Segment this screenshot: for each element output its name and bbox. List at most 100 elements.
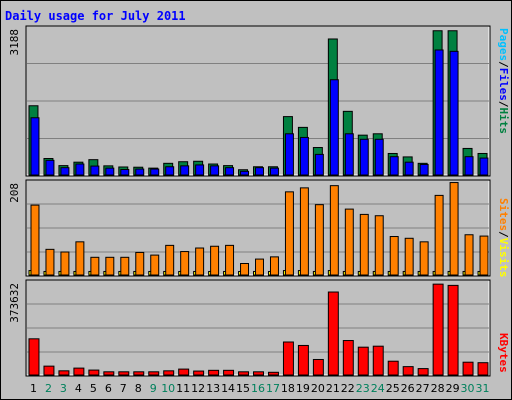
day-label-3: 3: [60, 382, 67, 395]
bar-sites-day-22: [344, 208, 354, 276]
day-label-9: 9: [150, 382, 157, 395]
bar-files-day-16: [255, 167, 264, 176]
bar-sites-day-23: [359, 213, 369, 276]
day-label-6: 6: [105, 382, 112, 395]
bar-kbytes-day-12: [193, 370, 205, 376]
legend-entry: /: [497, 101, 510, 108]
bar-files-day-12: [195, 164, 205, 176]
bar-sites-day-3: [60, 251, 70, 276]
bar-files-day-23: [359, 138, 369, 176]
bar-files-day-28: [434, 49, 444, 176]
bar-sites-day-19: [299, 187, 309, 276]
bar-sites-day-13: [210, 245, 220, 276]
bar-kbytes-day-19: [297, 344, 309, 376]
day-label-22: 22: [341, 382, 355, 395]
day-label-10: 10: [161, 382, 175, 395]
day-label-19: 19: [296, 382, 310, 395]
day-label-1: 1: [30, 382, 37, 395]
bar-files-day-6: [105, 167, 115, 176]
day-label-23: 23: [356, 382, 370, 395]
day-label-28: 28: [431, 382, 445, 395]
day-label-14: 14: [221, 382, 235, 395]
bar-sites-day-25: [389, 236, 399, 276]
bar-files-day-9: [150, 168, 160, 176]
day-label-21: 21: [326, 382, 340, 395]
bar-kbytes-day-18: [282, 341, 294, 376]
bar-kbytes-day-6: [103, 371, 115, 376]
bar-sites-day-15: [240, 263, 250, 276]
bar-files-day-26: [404, 161, 414, 176]
day-label-27: 27: [416, 382, 430, 395]
panel-hits-files-pages: 3188: [8, 25, 491, 177]
bar-files-day-4: [75, 163, 85, 176]
chart-title: Daily usage for July 2011: [5, 9, 186, 23]
bar-kbytes-day-14: [223, 369, 235, 376]
bar-sites-day-5: [90, 256, 100, 276]
bar-kbytes-day-25: [387, 360, 399, 376]
day-label-12: 12: [191, 382, 205, 395]
bar-files-day-20: [314, 153, 324, 176]
bar-files-day-31: [479, 157, 489, 176]
day-label-13: 13: [206, 382, 220, 395]
bar-sites-day-28: [434, 194, 444, 276]
bar-kbytes-day-7: [118, 371, 130, 376]
bar-files-day-27: [419, 163, 429, 176]
bar-sites-day-7: [120, 256, 130, 276]
bar-kbytes-day-11: [178, 368, 190, 376]
day-label-20: 20: [311, 382, 325, 395]
legend-bottom: KBytes: [497, 333, 510, 373]
bar-sites-day-4: [75, 241, 85, 276]
bar-kbytes-day-8: [133, 371, 145, 376]
bar-sites-day-21: [329, 185, 339, 276]
bar-sites-day-29: [449, 182, 459, 276]
bar-files-day-17: [269, 167, 279, 176]
day-label-24: 24: [371, 382, 385, 395]
bar-kbytes-day-31: [477, 362, 489, 376]
bar-sites-day-6: [105, 256, 115, 276]
bar-kbytes-day-26: [402, 366, 414, 376]
bar-kbytes-day-3: [58, 370, 70, 376]
bar-files-day-19: [299, 136, 309, 176]
bar-kbytes-day-23: [357, 346, 369, 376]
day-label-26: 26: [401, 382, 415, 395]
bar-sites-day-14: [225, 244, 235, 276]
bar-files-day-25: [389, 156, 399, 176]
day-label-25: 25: [386, 382, 400, 395]
bar-files-day-14: [225, 167, 235, 176]
bar-sites-day-26: [404, 237, 414, 276]
legend-entry: Visits: [497, 238, 510, 278]
day-label-15: 15: [236, 382, 250, 395]
day-label-7: 7: [120, 382, 127, 395]
day-label-31: 31: [476, 382, 490, 395]
day-label-8: 8: [135, 382, 142, 395]
day-label-29: 29: [446, 382, 460, 395]
bar-sites-day-27: [419, 241, 429, 276]
bar-kbytes-day-1: [28, 338, 40, 376]
legend-entry: Hits: [497, 108, 510, 135]
bar-kbytes-day-29: [447, 284, 459, 376]
bar-sites-day-12: [195, 247, 205, 276]
y-max-label: 373632: [8, 283, 21, 323]
bar-sites-day-10: [165, 244, 175, 276]
bar-kbytes-day-4: [73, 367, 85, 376]
bar-files-day-13: [210, 165, 220, 176]
bar-kbytes-day-16: [253, 371, 264, 376]
bar-sites-day-11: [180, 251, 190, 276]
bar-files-day-11: [180, 165, 190, 176]
bar-files-day-10: [165, 166, 175, 176]
bar-kbytes-day-13: [208, 369, 220, 376]
bar-files-day-18: [284, 133, 294, 176]
bar-kbytes-day-22: [342, 340, 354, 376]
bar-sites-day-20: [314, 204, 324, 276]
bar-sites-day-18: [284, 191, 294, 276]
bar-files-day-7: [120, 169, 130, 176]
legend-middle: Sites/Visits: [497, 198, 510, 278]
bar-files-day-30: [464, 156, 474, 176]
legend-entry: Sites: [497, 198, 510, 231]
bar-sites-day-31: [479, 235, 489, 276]
bar-files-day-29: [449, 50, 459, 176]
day-label-18: 18: [281, 382, 295, 395]
bar-kbytes-day-20: [312, 358, 324, 376]
bar-kbytes-day-17: [267, 371, 279, 376]
